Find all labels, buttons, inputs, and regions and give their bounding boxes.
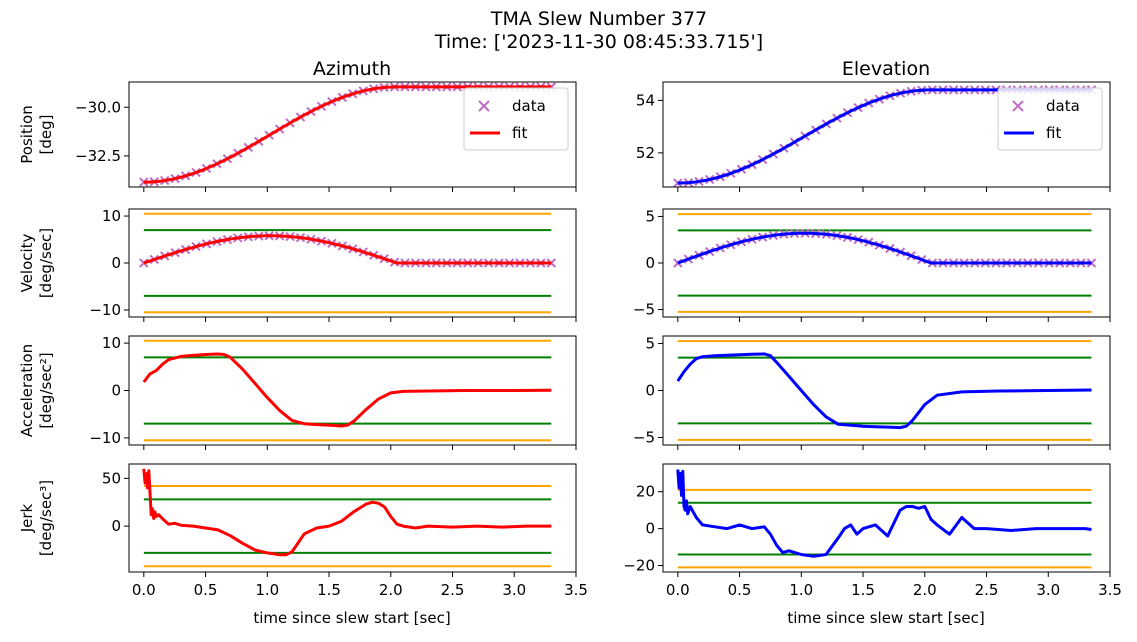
y-tick-label: 0 bbox=[111, 254, 121, 272]
figure-subtitle: Time: ['2023-11-30 08:45:33.715'] bbox=[434, 31, 763, 53]
x-tick-label: 1.0 bbox=[789, 581, 813, 599]
az-xlabel: time since slew start [sec] bbox=[253, 609, 450, 627]
fit-line bbox=[142, 468, 552, 557]
azimuth-column-title: Azimuth bbox=[313, 58, 391, 80]
panel-az_jerk: 50 0 0.0 0.5 1.0 1.5 2.0 2.5 3.0 3.5 Jerk [deg/sec³… bbox=[18, 463, 588, 599]
panel-el_jerk: 20 0 −20 0.0 0.5 1.0 1.5 2.0 2.5 3.0 3.5 bbox=[623, 463, 1122, 599]
y-tick-label: −30.0 bbox=[75, 98, 121, 116]
x-tick-label: 2.0 bbox=[913, 581, 937, 599]
y-axis-label: Velocity bbox=[18, 233, 36, 292]
fit-line bbox=[143, 85, 552, 184]
figure-title: TMA Slew Number 377 bbox=[490, 8, 707, 30]
x-tick-label: 3.5 bbox=[1098, 581, 1122, 599]
y-tick-label: −32.5 bbox=[75, 147, 121, 165]
axes-frame bbox=[128, 81, 577, 188]
y-tick-label: 10 bbox=[102, 207, 121, 225]
y-tick-label: 0 bbox=[645, 382, 655, 400]
plot-area bbox=[142, 339, 552, 442]
y-tick-label: 0 bbox=[111, 382, 121, 400]
data-point-marker bbox=[546, 258, 557, 268]
legend-marker-data bbox=[1012, 100, 1024, 112]
axes-frame bbox=[128, 463, 577, 573]
legend: data fit bbox=[997, 87, 1103, 151]
y-axis-label-unit: [deg/sec³] bbox=[37, 480, 55, 556]
fit-line bbox=[676, 469, 1092, 558]
fit-line bbox=[142, 352, 552, 428]
plot-area bbox=[673, 213, 1097, 313]
y-tick-label: 0 bbox=[111, 517, 121, 535]
fit-line bbox=[143, 234, 552, 265]
y-axis-label-unit: [deg/sec²] bbox=[37, 352, 55, 428]
axes-frame bbox=[662, 81, 1111, 188]
x-tick-label: 0.5 bbox=[194, 581, 218, 599]
x-tick-label: 1.0 bbox=[255, 581, 279, 599]
x-tick-label: 1.5 bbox=[317, 581, 341, 599]
y-tick-label: −5 bbox=[633, 301, 655, 319]
plot-area bbox=[676, 469, 1092, 569]
fit-line bbox=[677, 231, 1092, 265]
x-tick-label: 0.0 bbox=[132, 581, 156, 599]
axes-frame bbox=[662, 463, 1111, 573]
x-tick-label: 3.5 bbox=[564, 581, 588, 599]
y-axis-label-unit: [deg/sec] bbox=[37, 228, 55, 298]
x-tick-label: 3.0 bbox=[1036, 581, 1060, 599]
y-axis-label-unit: [deg] bbox=[37, 115, 55, 155]
x-tick-label: 2.5 bbox=[441, 581, 465, 599]
panel-az_acceleration: 10 0 −10 Acceleration [deg/sec²] bbox=[18, 334, 577, 450]
y-tick-label: −10 bbox=[89, 429, 121, 447]
legend-label-fit: fit bbox=[1046, 124, 1061, 142]
plot-area bbox=[676, 340, 1092, 441]
plot-area bbox=[139, 212, 557, 314]
x-tick-label: 0.0 bbox=[666, 581, 690, 599]
y-tick-label: −10 bbox=[89, 301, 121, 319]
y-tick-label: 20 bbox=[636, 483, 655, 501]
plot-area bbox=[142, 468, 552, 568]
y-tick-label: 0 bbox=[645, 520, 655, 538]
y-axis-label: Jerk bbox=[18, 503, 36, 533]
legend-marker-data bbox=[478, 100, 490, 112]
panel-el_velocity: 5 0 −5 bbox=[633, 207, 1111, 322]
y-tick-label: 50 bbox=[102, 469, 121, 487]
panel-az_position: −30.0 −32.5 Position [deg] data fit bbox=[18, 81, 577, 192]
panel-el_position: 54 52 data fit bbox=[636, 81, 1111, 192]
y-tick-label: −5 bbox=[633, 428, 655, 446]
x-tick-label: 1.5 bbox=[851, 581, 875, 599]
x-tick-label: 2.5 bbox=[975, 581, 999, 599]
plot-area bbox=[139, 82, 557, 187]
panel-el_acceleration: 5 0 −5 bbox=[633, 335, 1111, 450]
y-tick-label: 0 bbox=[645, 254, 655, 272]
legend: data fit bbox=[463, 87, 569, 151]
y-tick-label: −20 bbox=[623, 557, 655, 575]
elevation-column-title: Elevation bbox=[842, 58, 930, 80]
x-tick-label: 0.5 bbox=[728, 581, 752, 599]
fit-line bbox=[676, 352, 1092, 430]
y-axis-label: Acceleration bbox=[18, 344, 36, 437]
panel-az_velocity: 10 0 −10 Velocity [deg/sec] bbox=[18, 207, 577, 322]
el-xlabel: time since slew start [sec] bbox=[787, 609, 984, 627]
legend-label-data: data bbox=[1046, 97, 1080, 115]
legend-label-data: data bbox=[512, 97, 546, 115]
x-tick-label: 3.0 bbox=[502, 581, 526, 599]
y-tick-label: 10 bbox=[102, 334, 121, 352]
x-tick-label: 2.0 bbox=[379, 581, 403, 599]
y-tick-label: 5 bbox=[645, 335, 655, 353]
y-tick-label: 52 bbox=[636, 144, 655, 162]
legend-label-fit: fit bbox=[512, 124, 527, 142]
y-tick-label: 5 bbox=[645, 207, 655, 225]
y-tick-label: 54 bbox=[636, 91, 655, 109]
y-axis-label: Position bbox=[18, 105, 36, 163]
